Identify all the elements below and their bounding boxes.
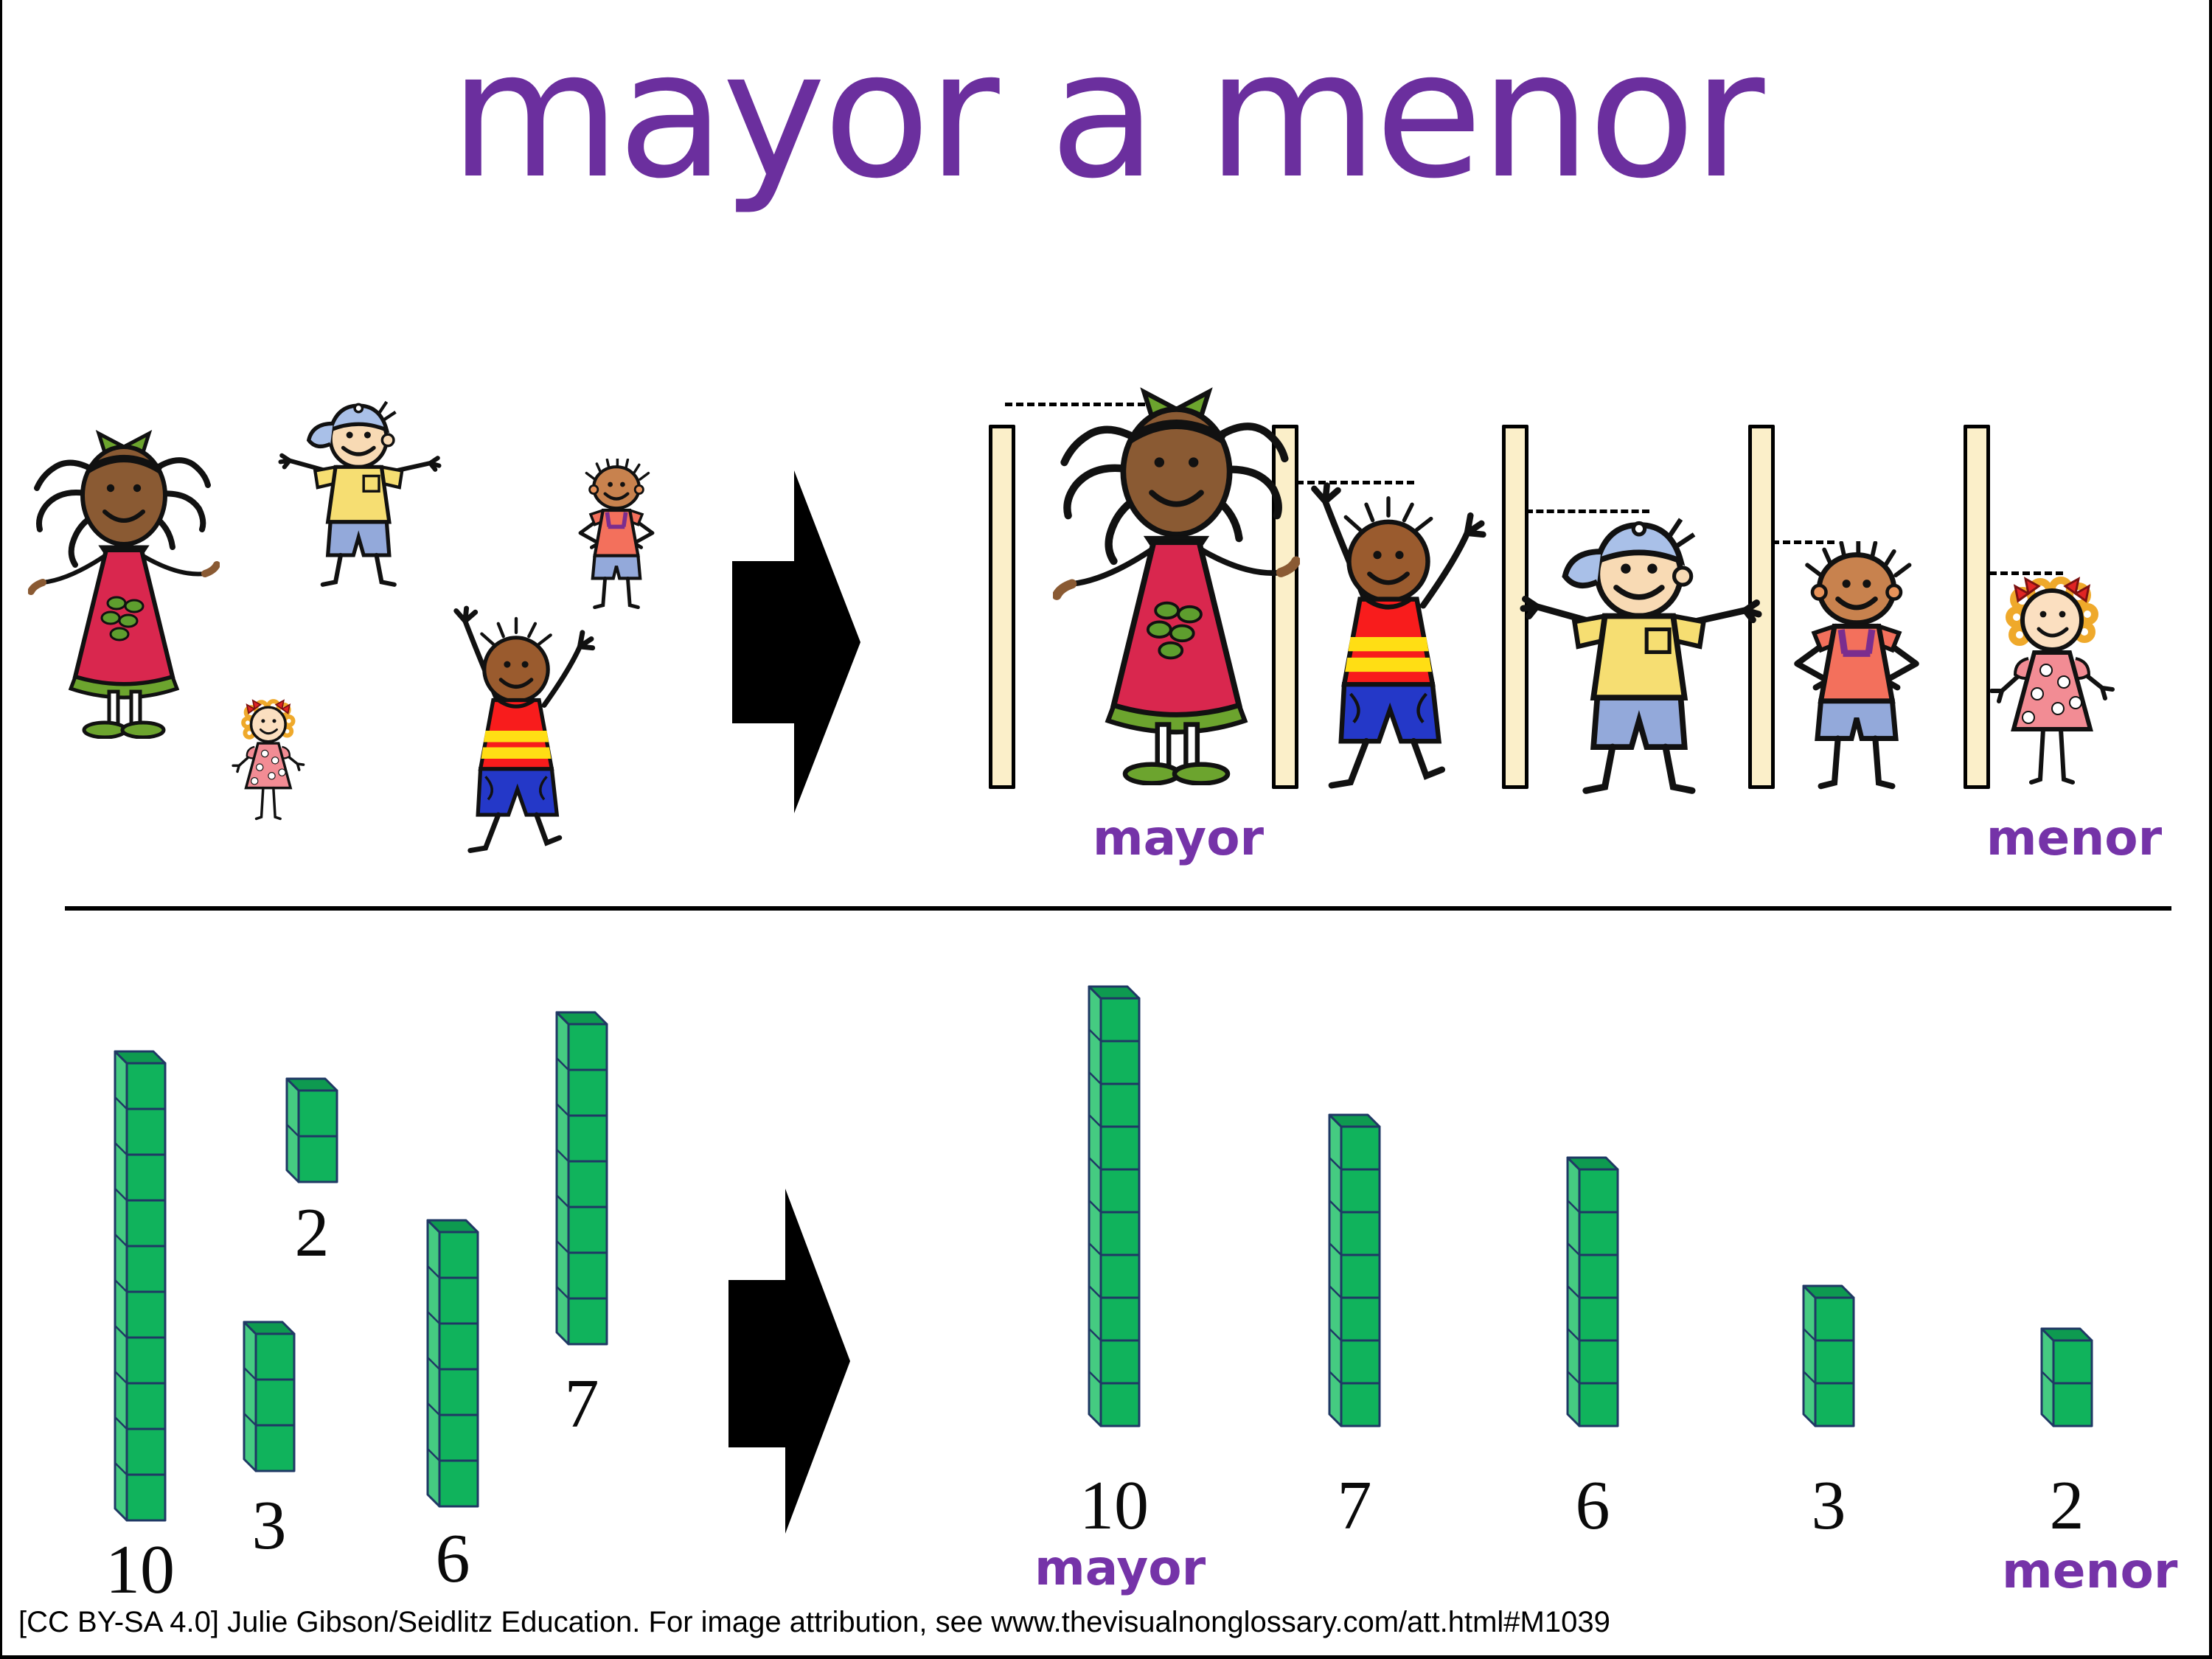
cube-tower (113, 1049, 167, 1526)
measuring-stick (1272, 425, 1298, 789)
cube-tower (1087, 984, 1141, 1432)
tower-value-label: 7 (1337, 1467, 1372, 1544)
right-arrow-icon (728, 1189, 850, 1534)
tower-value-label: 3 (251, 1487, 287, 1564)
height-dashed-line (1005, 403, 1156, 406)
attribution-text: [CC BY-SA 4.0] Julie Gibson/Seidlitz Edu… (18, 1606, 1610, 1638)
measuring-stick (1964, 425, 1990, 789)
tower-value-label: 3 (1811, 1467, 1846, 1544)
page-title: mayor a menor (449, 13, 1765, 218)
cube-tower (2039, 1326, 2094, 1432)
height-dashed-line (1989, 571, 2063, 575)
cube-tower (285, 1077, 339, 1188)
menor-label-bottom: menor (2002, 1543, 2178, 1599)
mayor-label-top: mayor (1092, 810, 1265, 866)
cube-tower (1565, 1155, 1620, 1432)
mayor-label-bottom: mayor (1034, 1540, 1206, 1596)
tower-value-label: 6 (435, 1520, 470, 1597)
tower-value-label: 2 (294, 1194, 330, 1271)
tower-value-label: 10 (105, 1531, 175, 1608)
height-dashed-line (1526, 509, 1649, 513)
menor-label-top: menor (1986, 810, 2163, 866)
right-arrow-icon (732, 470, 860, 813)
section-divider (65, 906, 2171, 911)
tower-value-label: 10 (1079, 1467, 1149, 1544)
tower-value-label: 2 (2049, 1467, 2084, 1544)
cube-tower (425, 1218, 480, 1512)
height-dashed-line (1772, 540, 1834, 544)
cube-tower (1801, 1284, 1856, 1432)
height-dashed-line (1296, 481, 1414, 484)
cube-tower (242, 1320, 296, 1477)
tower-value-label: 6 (1575, 1467, 1610, 1544)
tower-value-label: 7 (564, 1366, 599, 1442)
measuring-stick (989, 425, 1015, 789)
cube-tower (1327, 1113, 1382, 1432)
cube-tower (554, 1010, 609, 1350)
